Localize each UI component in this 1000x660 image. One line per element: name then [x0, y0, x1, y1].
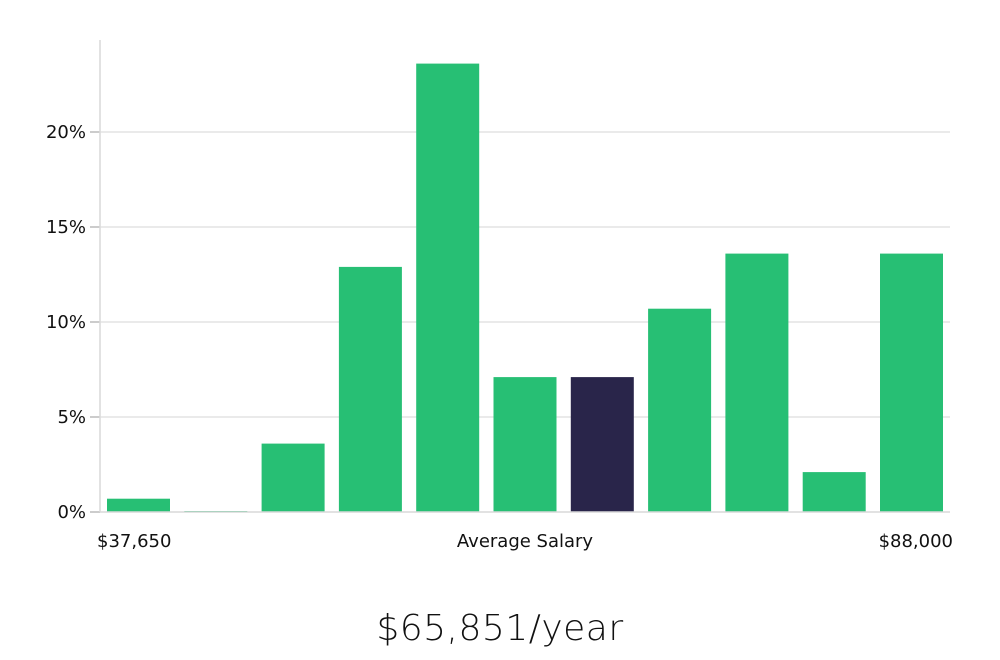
- x-center-label: Average Salary: [457, 531, 594, 552]
- y-tick-label: 0%: [57, 502, 86, 523]
- bar: [880, 253, 943, 512]
- bar: [107, 498, 170, 512]
- y-tick-label: 10%: [46, 312, 86, 333]
- y-tick-label: 15%: [46, 217, 86, 238]
- bar: [725, 253, 789, 512]
- x-max-label: $88,000: [879, 531, 953, 552]
- bar-highlight: [570, 377, 634, 512]
- y-axis-ticks: 0% 5% 10% 15% 20%: [46, 122, 100, 523]
- bar: [338, 266, 402, 512]
- y-tick-label: 20%: [46, 122, 86, 143]
- bars: [107, 63, 943, 512]
- bar: [493, 377, 557, 512]
- bar: [416, 63, 480, 512]
- bar: [648, 308, 712, 512]
- average-salary-value: $65,851/year: [376, 608, 624, 649]
- grid-lines: [100, 131, 950, 418]
- y-tick-label: 5%: [57, 407, 86, 428]
- bar: [261, 443, 325, 512]
- x-min-label: $37,650: [97, 531, 171, 552]
- bar: [802, 472, 866, 512]
- salary-histogram: 0% 5% 10% 15% 20% $37,650 Average Salary $88…: [46, 40, 953, 552]
